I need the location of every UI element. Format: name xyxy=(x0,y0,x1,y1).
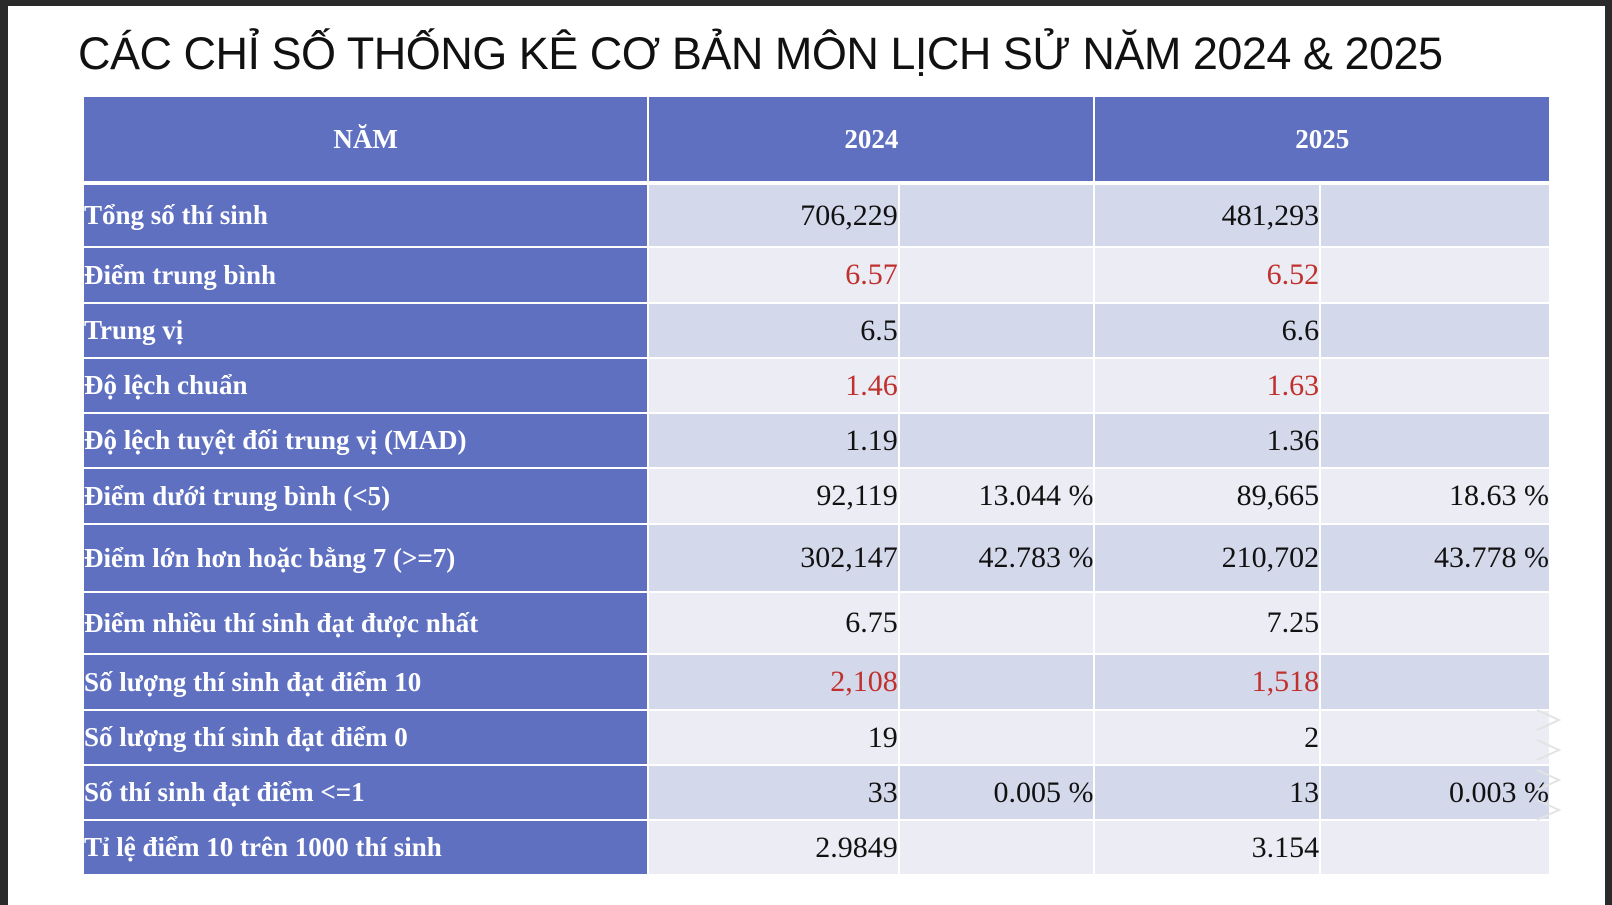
value-2024: 2,108 xyxy=(647,654,899,711)
header-year: NĂM xyxy=(84,97,649,185)
row-label: Điểm nhiều thí sinh đạt được nhất xyxy=(84,592,649,655)
row-label: Điểm trung bình xyxy=(84,247,649,304)
value-2025: 1,518 xyxy=(1093,654,1321,711)
percent-2025 xyxy=(1319,592,1549,655)
value-2025: 6.52 xyxy=(1093,247,1321,304)
row-label: Số lượng thí sinh đạt điểm 10 xyxy=(84,654,649,711)
value-2024: 92,119 xyxy=(647,468,899,525)
percent-2024: 13.044 % xyxy=(897,468,1095,525)
table-row: Số lượng thí sinh đạt điểm 10 2,108 1,518 xyxy=(84,654,1549,711)
table-row: Điểm dưới trung bình (<5) 92,119 13.044 % 8… xyxy=(84,468,1549,525)
value-2025: 3.154 xyxy=(1093,820,1321,876)
row-label: Số lượng thí sinh đạt điểm 0 xyxy=(84,710,649,766)
percent-2025 xyxy=(1319,413,1549,469)
value-2024: 302,147 xyxy=(647,524,899,593)
percent-2025 xyxy=(1319,820,1549,876)
table-row: Độ lệch chuẩn 1.46 1.63 xyxy=(84,358,1549,414)
chevron-deco-icon xyxy=(1536,709,1562,821)
percent-2024 xyxy=(897,820,1095,876)
page-title: CÁC CHỈ SỐ THỐNG KÊ CƠ BẢN MÔN LỊCH SỬ N… xyxy=(78,28,1443,79)
value-2025: 89,665 xyxy=(1093,468,1321,525)
table-row: Trung vị 6.5 6.6 xyxy=(84,303,1549,359)
value-2025: 13 xyxy=(1093,765,1321,821)
value-2025: 1.63 xyxy=(1093,358,1321,414)
value-2025: 6.6 xyxy=(1093,303,1321,359)
percent-2024 xyxy=(897,710,1095,766)
percent-2024 xyxy=(897,303,1095,359)
value-2025: 1.36 xyxy=(1093,413,1321,469)
value-2025: 481,293 xyxy=(1093,183,1321,248)
value-2024: 1.19 xyxy=(647,413,899,469)
row-label: Điểm dưới trung bình (<5) xyxy=(84,468,649,525)
row-label: Độ lệch chuẩn xyxy=(84,358,649,414)
percent-2025 xyxy=(1319,247,1549,304)
value-2024: 6.75 xyxy=(647,592,899,655)
value-2025: 2 xyxy=(1093,710,1321,766)
percent-2025: 43.778 % xyxy=(1319,524,1549,593)
row-label: Tỉ lệ điểm 10 trên 1000 thí sinh xyxy=(84,820,649,876)
percent-2024: 42.783 % xyxy=(897,524,1095,593)
value-2025: 7.25 xyxy=(1093,592,1321,655)
header-2025: 2025 xyxy=(1093,97,1549,185)
value-2024: 2.9849 xyxy=(647,820,899,876)
value-2024: 706,229 xyxy=(647,183,899,248)
table-row: Điểm nhiều thí sinh đạt được nhất 6.75 7.2… xyxy=(84,592,1549,655)
row-label: Tổng số thí sinh xyxy=(84,183,649,248)
percent-2024 xyxy=(897,592,1095,655)
slide: CÁC CHỈ SỐ THỐNG KÊ CƠ BẢN MÔN LỊCH SỬ N… xyxy=(8,6,1605,905)
header-2024: 2024 xyxy=(647,97,1095,185)
percent-2025: 0.003 % xyxy=(1319,765,1549,821)
percent-2025 xyxy=(1319,303,1549,359)
percent-2025 xyxy=(1319,358,1549,414)
table-header-row: NĂM 2024 2025 xyxy=(84,97,1549,185)
table-row: Tổng số thí sinh 706,229 481,293 xyxy=(84,183,1549,248)
value-2024: 33 xyxy=(647,765,899,821)
percent-2025 xyxy=(1319,710,1549,766)
percent-2025: 18.63 % xyxy=(1319,468,1549,525)
row-label: Độ lệch tuyệt đối trung vị (MAD) xyxy=(84,413,649,469)
row-label: Điểm lớn hơn hoặc bằng 7 (>=7) xyxy=(84,524,649,593)
percent-2024: 0.005 % xyxy=(897,765,1095,821)
table-row: Điểm lớn hơn hoặc bằng 7 (>=7) 302,147 42.… xyxy=(84,524,1549,593)
percent-2024 xyxy=(897,654,1095,711)
row-label: Số thí sinh đạt điểm <=1 xyxy=(84,765,649,821)
value-2025: 210,702 xyxy=(1093,524,1321,593)
row-label: Trung vị xyxy=(84,303,649,359)
percent-2024 xyxy=(897,247,1095,304)
table-row: Số lượng thí sinh đạt điểm 0 19 2 xyxy=(84,710,1549,766)
percent-2025 xyxy=(1319,183,1549,248)
table-row: Độ lệch tuyệt đối trung vị (MAD) 1.19 1.36 xyxy=(84,413,1549,469)
percent-2024 xyxy=(897,413,1095,469)
value-2024: 6.57 xyxy=(647,247,899,304)
value-2024: 6.5 xyxy=(647,303,899,359)
statistics-table: NĂM 2024 2025 Tổng số thí sinh 706,229 481… xyxy=(84,97,1549,876)
percent-2025 xyxy=(1319,654,1549,711)
value-2024: 19 xyxy=(647,710,899,766)
percent-2024 xyxy=(897,183,1095,248)
decorative-watermark xyxy=(1533,706,1563,843)
table-row: Số thí sinh đạt điểm <=1 33 0.005 % 13 0.003… xyxy=(84,765,1549,821)
table-body: Tổng số thí sinh 706,229 481,293 Điểm trung… xyxy=(84,183,1549,876)
table-row: Điểm trung bình 6.57 6.52 xyxy=(84,247,1549,304)
value-2024: 1.46 xyxy=(647,358,899,414)
percent-2024 xyxy=(897,358,1095,414)
table-row: Tỉ lệ điểm 10 trên 1000 thí sinh 2.9849 3.… xyxy=(84,820,1549,876)
